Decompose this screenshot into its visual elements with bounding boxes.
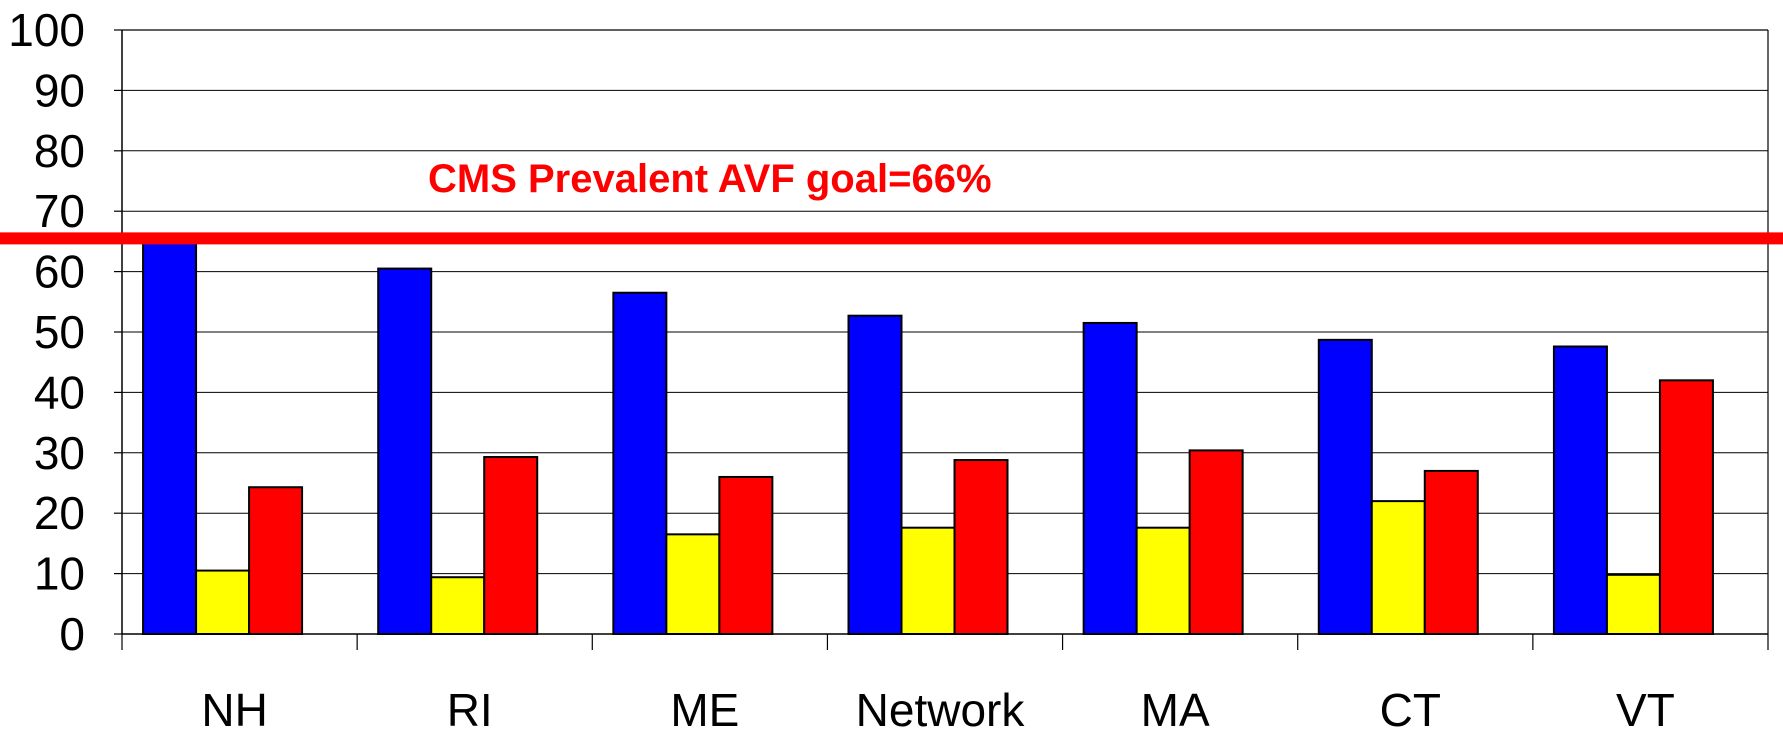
y-tick-labels: 0 10 20 30 40 50 60 70 80 90 100 — [8, 4, 122, 660]
y-tick-label: 40 — [34, 366, 85, 418]
bar-vt-1 — [1605, 573, 1661, 635]
reference-line-group: CMS Prevalent AVF goal=66% — [0, 157, 1783, 245]
bar-ma-1 — [1135, 526, 1191, 635]
x-tick-label: VT — [1616, 684, 1675, 733]
bars — [142, 240, 1714, 636]
bar-me-0 — [612, 291, 668, 635]
bar-vt-0 — [1552, 345, 1608, 635]
bar-ri-0 — [377, 267, 433, 635]
bar-ct-0 — [1317, 338, 1373, 635]
bar-ct-1 — [1370, 500, 1426, 635]
x-tick-label: RI — [447, 684, 493, 733]
bar-network-2 — [953, 459, 1009, 635]
bar-nh-0 — [142, 240, 198, 635]
bar-ma-2 — [1188, 449, 1244, 635]
goal-label: CMS Prevalent AVF goal=66% — [428, 157, 992, 201]
bar-ri-2 — [483, 456, 539, 636]
bar-nh-1 — [195, 569, 251, 636]
y-tick-label: 0 — [59, 608, 85, 660]
bar-me-2 — [718, 475, 774, 635]
x-tick-label: ME — [670, 684, 739, 733]
x-tick-label: MA — [1141, 684, 1210, 733]
x-tick-label: NH — [201, 684, 267, 733]
y-tick-label: 60 — [34, 246, 85, 298]
y-tick-label: 10 — [34, 548, 85, 600]
bar-ma-0 — [1082, 321, 1138, 635]
x-tick-labels: NH RI ME Network MA CT VT — [121, 634, 1769, 733]
y-tick-label: 20 — [34, 487, 85, 539]
y-tick-label: 50 — [34, 306, 85, 358]
bar-ri-1 — [430, 576, 486, 635]
bar-me-1 — [665, 533, 721, 636]
bar-network-0 — [847, 314, 903, 635]
bar-network-1 — [900, 526, 956, 635]
y-tick-label: 70 — [34, 185, 85, 237]
x-tick-label: CT — [1380, 684, 1441, 733]
bar-ct-2 — [1423, 469, 1479, 636]
x-tick-label: Network — [856, 684, 1026, 733]
bar-vt-2 — [1658, 379, 1714, 635]
y-tick-label: 80 — [34, 125, 85, 177]
y-tick-label: 90 — [34, 64, 85, 116]
bar-nh-2 — [248, 486, 304, 635]
y-tick-label: 30 — [34, 427, 85, 479]
y-tick-label: 100 — [8, 4, 85, 56]
